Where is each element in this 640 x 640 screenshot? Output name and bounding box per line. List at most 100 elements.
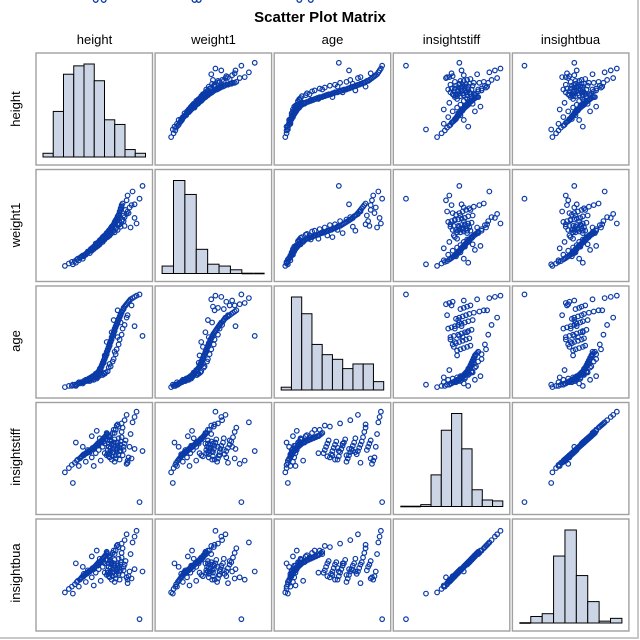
hist-bar-insightstiff-4 bbox=[440, 429, 453, 507]
point-insightbua-age-57 bbox=[329, 568, 336, 575]
point-insightstiff-insightbua-128 bbox=[585, 434, 592, 441]
point-insightstiff-height-94 bbox=[131, 414, 138, 420]
point-height-insightstiff-122 bbox=[444, 74, 451, 80]
point-height-insightbua-118 bbox=[593, 85, 600, 92]
point-age-height-136 bbox=[72, 383, 79, 389]
point-insightstiff-height-85 bbox=[120, 443, 127, 450]
point-insightstiff-age-139 bbox=[297, 435, 304, 442]
point-age-height-145 bbox=[123, 314, 130, 321]
point-weight1-age-94 bbox=[376, 214, 383, 221]
point-age-insightstiff-70 bbox=[451, 323, 458, 330]
point-weight1-insightstiff-85 bbox=[460, 218, 467, 225]
point-insightbua-weight1-94 bbox=[218, 533, 225, 540]
point-weight1-age-91 bbox=[372, 204, 379, 211]
point-age-weight1-141 bbox=[205, 317, 211, 323]
point-insightstiff-age-108 bbox=[321, 422, 328, 429]
point-insightstiff-weight1-84 bbox=[220, 447, 227, 453]
point-weight1-insightstiff-123 bbox=[448, 202, 455, 209]
point-weight1-insightstiff-122 bbox=[444, 208, 451, 215]
point-height-insightstiff-134 bbox=[440, 106, 447, 113]
point-insightbua-weight1-86 bbox=[210, 561, 216, 568]
point-weight1-insightstiff-126 bbox=[461, 243, 468, 250]
point-insightbua-weight1-147 bbox=[251, 568, 258, 575]
point-weight1-age-149 bbox=[296, 240, 303, 247]
point-age-insightbua-54 bbox=[582, 342, 589, 349]
point-age-insightstiff-51 bbox=[457, 346, 464, 353]
col-label-age: age bbox=[321, 32, 344, 47]
point-insightbua-age-108 bbox=[321, 543, 328, 549]
point-weight1-insightbua-133 bbox=[561, 238, 568, 245]
point-age-insightbua-145 bbox=[610, 314, 617, 321]
point-insightbua-height-136 bbox=[72, 560, 79, 567]
chart-title: Scatter Plot Matrix bbox=[254, 9, 386, 26]
point-weight1-height-145 bbox=[123, 210, 130, 217]
point-insightbua-age-124 bbox=[287, 570, 294, 577]
hist-bar-insightstiff-2 bbox=[420, 504, 432, 508]
point-weight1-insightstiff-81 bbox=[470, 203, 477, 210]
point-age-insightstiff-130 bbox=[459, 334, 466, 341]
point-insightstiff-weight1-129 bbox=[203, 430, 210, 436]
point-insightstiff-height-92 bbox=[127, 431, 134, 437]
point-insightbua-age-70 bbox=[346, 572, 352, 578]
point-height-insightstiff-123 bbox=[448, 70, 455, 77]
point-insightstiff-weight1-0 bbox=[168, 469, 175, 476]
point-weight1-height-147 bbox=[139, 182, 146, 189]
point-height-insightbua-94 bbox=[607, 67, 614, 74]
point-weight1-height-144 bbox=[114, 221, 121, 228]
point-insightbua-weight1-139 bbox=[190, 555, 197, 562]
point-height-insightstiff-93 bbox=[486, 69, 493, 76]
point-age-weight1-144 bbox=[211, 307, 218, 314]
point-insightstiff-height-123 bbox=[128, 455, 135, 462]
point-insightbua-weight1-85 bbox=[215, 563, 221, 570]
point-height-age-135 bbox=[286, 117, 293, 123]
panel-height-vs-weight1 bbox=[154, 52, 273, 166]
point-height-insightbua-144 bbox=[599, 83, 606, 90]
point-height-insightbua-96 bbox=[521, 62, 528, 69]
point-age-insightbua-121 bbox=[604, 322, 611, 328]
point-height-insightbua-125 bbox=[572, 112, 579, 119]
point-height-insightbua-110 bbox=[567, 78, 574, 85]
point-insightbua-height-142 bbox=[88, 553, 95, 560]
point-insightstiff-height-97 bbox=[69, 480, 76, 486]
point-insightbua-age-84 bbox=[363, 567, 370, 574]
point-age-insightstiff-136 bbox=[465, 383, 472, 389]
point-insightbua-weight1-145 bbox=[222, 531, 229, 538]
point-insightbua-weight1-138 bbox=[202, 560, 209, 567]
point-insightstiff-weight1-95 bbox=[212, 408, 219, 415]
point-weight1-insightbua-134 bbox=[556, 245, 563, 252]
point-insightstiff-insightbua-96 bbox=[521, 499, 528, 506]
hist-bar-age-9 bbox=[372, 381, 385, 391]
point-age-insightbua-139 bbox=[584, 369, 591, 376]
point-weight1-insightstiff-99 bbox=[445, 251, 452, 258]
point-age-insightbua-136 bbox=[579, 383, 586, 389]
point-age-height-132 bbox=[103, 339, 110, 345]
point-weight1-age-130 bbox=[334, 226, 341, 233]
point-insightstiff-age-73 bbox=[349, 442, 356, 449]
point-insightbua-weight1-95 bbox=[212, 527, 219, 534]
point-age-insightstiff-93 bbox=[486, 295, 493, 301]
point-weight1-age-135 bbox=[286, 255, 293, 262]
point-insightstiff-weight1-93 bbox=[245, 419, 252, 426]
point-age-insightstiff-66 bbox=[465, 328, 472, 334]
point-age-insightstiff-88 bbox=[443, 301, 449, 308]
point-age-insightstiff-121 bbox=[488, 322, 495, 328]
point-height-insightbua-98 bbox=[555, 120, 562, 127]
point-insightbua-age-149 bbox=[296, 0, 303, 3]
point-age-height-123 bbox=[128, 302, 135, 309]
point-height-insightbua-100 bbox=[565, 108, 572, 115]
point-height-insightstiff-81 bbox=[470, 79, 477, 86]
point-age-insightbua-144 bbox=[599, 307, 606, 314]
point-weight1-insightstiff-137 bbox=[454, 235, 461, 242]
point-insightstiff-age-119 bbox=[327, 423, 333, 430]
point-weight1-insightbua-129 bbox=[589, 229, 596, 236]
point-age-weight1-95 bbox=[212, 292, 219, 299]
point-insightstiff-age-70 bbox=[346, 452, 352, 459]
point-insightstiff-height-138 bbox=[108, 440, 115, 447]
point-insightstiff-weight1-90 bbox=[223, 454, 230, 461]
point-insightstiff-weight1-109 bbox=[211, 456, 218, 463]
point-height-weight1-93 bbox=[245, 69, 252, 76]
point-insightbua-age-121 bbox=[347, 537, 354, 544]
point-age-weight1-93 bbox=[245, 295, 252, 301]
point-weight1-insightbua-98 bbox=[555, 257, 562, 264]
point-insightstiff-height-144 bbox=[114, 421, 121, 428]
